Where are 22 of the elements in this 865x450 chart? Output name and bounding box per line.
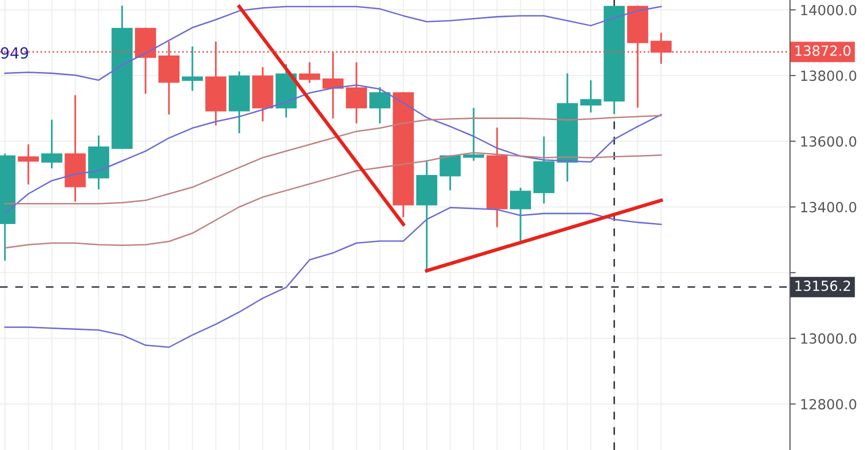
y-tick-label: 13400.0 (801, 202, 856, 212)
y-tick-label: 12800.0 (801, 398, 856, 410)
candlestick (18, 144, 39, 184)
y-tick-label: 13800.0 (801, 70, 856, 82)
ref-line-label: 13156.2 (795, 280, 850, 292)
candlestick (510, 188, 532, 242)
annotation: 949 (0, 47, 28, 59)
line-series (4, 152, 662, 249)
y-tick-label: 14000.0 (801, 4, 856, 16)
candlestick (580, 80, 602, 113)
candlestick (346, 62, 367, 124)
candlestick (440, 155, 461, 190)
candlestick (299, 62, 320, 83)
candlestick (369, 87, 390, 124)
line-series (4, 206, 662, 348)
candlestick (182, 46, 203, 91)
candlestick (463, 108, 484, 161)
ref-line-label: 13872.0 (795, 45, 850, 56)
line-series (4, 114, 662, 204)
y-tick-label: 13000.0 (801, 333, 856, 344)
candlestick (41, 120, 62, 168)
y-tick-label: 13600.0 (801, 136, 856, 147)
